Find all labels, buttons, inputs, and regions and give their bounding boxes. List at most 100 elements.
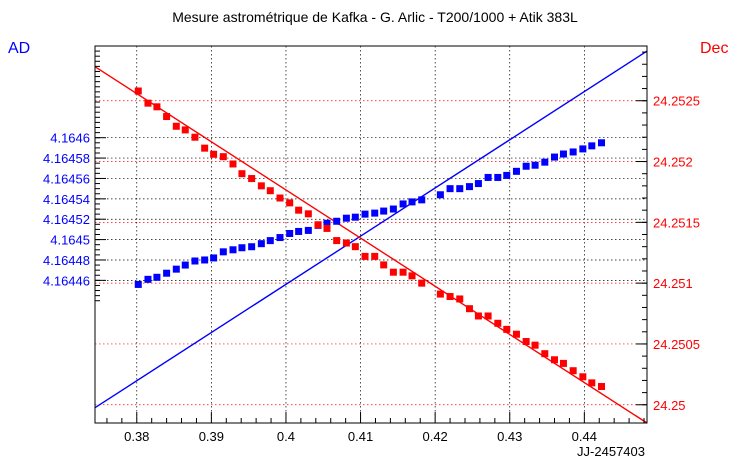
ad-data-point xyxy=(266,237,274,245)
dec-tick-label: 24.25 xyxy=(653,398,686,413)
dec-data-point xyxy=(201,144,209,152)
ad-data-point xyxy=(323,219,331,227)
ad-data-point xyxy=(408,198,416,206)
dec-data-point xyxy=(484,312,492,320)
ad-data-point xyxy=(181,261,189,269)
ad-tick-label: 4.1646 xyxy=(50,131,90,146)
dec-tick-label: 24.252 xyxy=(653,155,693,170)
ad-data-point xyxy=(531,161,539,169)
dec-data-point xyxy=(342,239,350,247)
dec-data-point xyxy=(456,295,464,303)
dec-data-point xyxy=(446,293,454,301)
ad-data-point xyxy=(257,240,265,248)
dec-fit-line xyxy=(94,66,648,424)
ad-tick-label: 4.16452 xyxy=(43,212,90,227)
ad-data-point xyxy=(191,257,199,265)
dec-data-point xyxy=(295,206,303,214)
ad-data-point xyxy=(361,210,369,218)
dec-tick-label: 24.2515 xyxy=(653,215,700,230)
dec-data-point xyxy=(418,279,426,287)
right-axis-label: Dec xyxy=(700,40,728,57)
ad-tick-label: 4.1645 xyxy=(50,233,90,248)
dec-data-point xyxy=(286,199,294,207)
x-axis-label: JJ-2457403 xyxy=(577,444,645,459)
dec-data-point xyxy=(144,99,152,107)
ad-data-point xyxy=(551,153,559,161)
ad-data-point xyxy=(144,275,152,283)
dec-data-point xyxy=(276,194,284,202)
ad-tick-label: 4.16458 xyxy=(43,151,90,166)
dec-data-point xyxy=(408,272,416,280)
dec-data-point xyxy=(323,224,331,232)
ad-data-point xyxy=(229,246,237,254)
x-tick-label: 0.38 xyxy=(124,429,149,444)
ad-data-point xyxy=(465,183,473,191)
ad-data-point xyxy=(238,244,246,252)
ad-data-point xyxy=(503,171,511,179)
ad-tick-label: 4.16454 xyxy=(43,192,90,207)
ad-data-point xyxy=(248,243,256,251)
dec-data-point xyxy=(333,237,341,245)
dec-data-point xyxy=(569,367,577,375)
dec-data-point xyxy=(371,252,379,260)
dec-data-point xyxy=(531,341,539,349)
dec-data-point xyxy=(541,350,549,358)
ad-data-point xyxy=(134,280,142,288)
dec-data-point xyxy=(191,133,199,141)
ad-data-point xyxy=(304,226,312,234)
dec-data-point xyxy=(436,290,444,298)
ad-data-point xyxy=(342,214,350,222)
dec-data-point xyxy=(163,113,171,121)
dec-data-point xyxy=(351,243,359,251)
dec-data-point xyxy=(210,150,218,158)
chart-title: Mesure astrométrique de Kafka - G. Arlic… xyxy=(172,9,578,25)
ad-data-point xyxy=(522,162,530,170)
ad-data-point xyxy=(569,148,577,156)
dec-data-point xyxy=(229,160,237,168)
dec-data-point xyxy=(257,182,265,190)
dec-data-point xyxy=(219,153,227,161)
data-points xyxy=(134,87,605,391)
ad-data-point xyxy=(172,265,180,273)
dec-data-point xyxy=(172,122,180,130)
ad-data-point xyxy=(456,185,464,193)
ad-data-point xyxy=(446,185,454,193)
ad-data-point xyxy=(418,196,426,204)
ad-data-point xyxy=(380,207,388,215)
ad-data-point xyxy=(333,217,341,225)
dec-data-point xyxy=(181,126,189,134)
axis-ticks: 0.38 0.39 0.4 0.41 0.42 0.43 0.44 4.1646 4.16458… xyxy=(43,45,700,444)
ad-data-point xyxy=(474,180,482,188)
ad-data-point xyxy=(276,234,284,242)
x-tick-label: 0.41 xyxy=(348,429,373,444)
ad-data-point xyxy=(295,227,303,235)
x-tick-label: 0.4 xyxy=(277,429,295,444)
ad-tick-label: 4.16448 xyxy=(43,253,90,268)
ad-data-point xyxy=(597,139,605,147)
dec-data-point xyxy=(588,379,596,387)
ad-data-point xyxy=(512,167,520,175)
dec-data-point xyxy=(266,187,274,195)
dec-tick-label: 24.2525 xyxy=(653,94,700,109)
dec-data-point xyxy=(512,330,520,338)
dec-data-point xyxy=(465,305,473,313)
x-tick-label: 0.42 xyxy=(422,429,447,444)
dec-data-point xyxy=(551,356,559,364)
dec-data-point xyxy=(238,170,246,178)
dec-data-point xyxy=(304,210,312,218)
ad-data-point xyxy=(210,254,218,262)
dec-data-point xyxy=(361,252,369,260)
ad-data-point xyxy=(436,191,444,199)
dec-tick-label: 24.2505 xyxy=(653,337,700,352)
ad-data-point xyxy=(484,173,492,181)
ad-data-point xyxy=(163,269,171,277)
left-axis-label: AD xyxy=(8,40,30,57)
x-tick-label: 0.44 xyxy=(572,429,597,444)
ad-data-point xyxy=(286,229,294,237)
dec-data-point xyxy=(494,319,502,327)
dec-data-point xyxy=(522,338,530,346)
ad-tick-label: 4.16456 xyxy=(43,171,90,186)
ad-tick-label: 4.16446 xyxy=(43,273,90,288)
ad-data-point xyxy=(494,173,502,181)
ad-fit-line xyxy=(94,50,648,409)
